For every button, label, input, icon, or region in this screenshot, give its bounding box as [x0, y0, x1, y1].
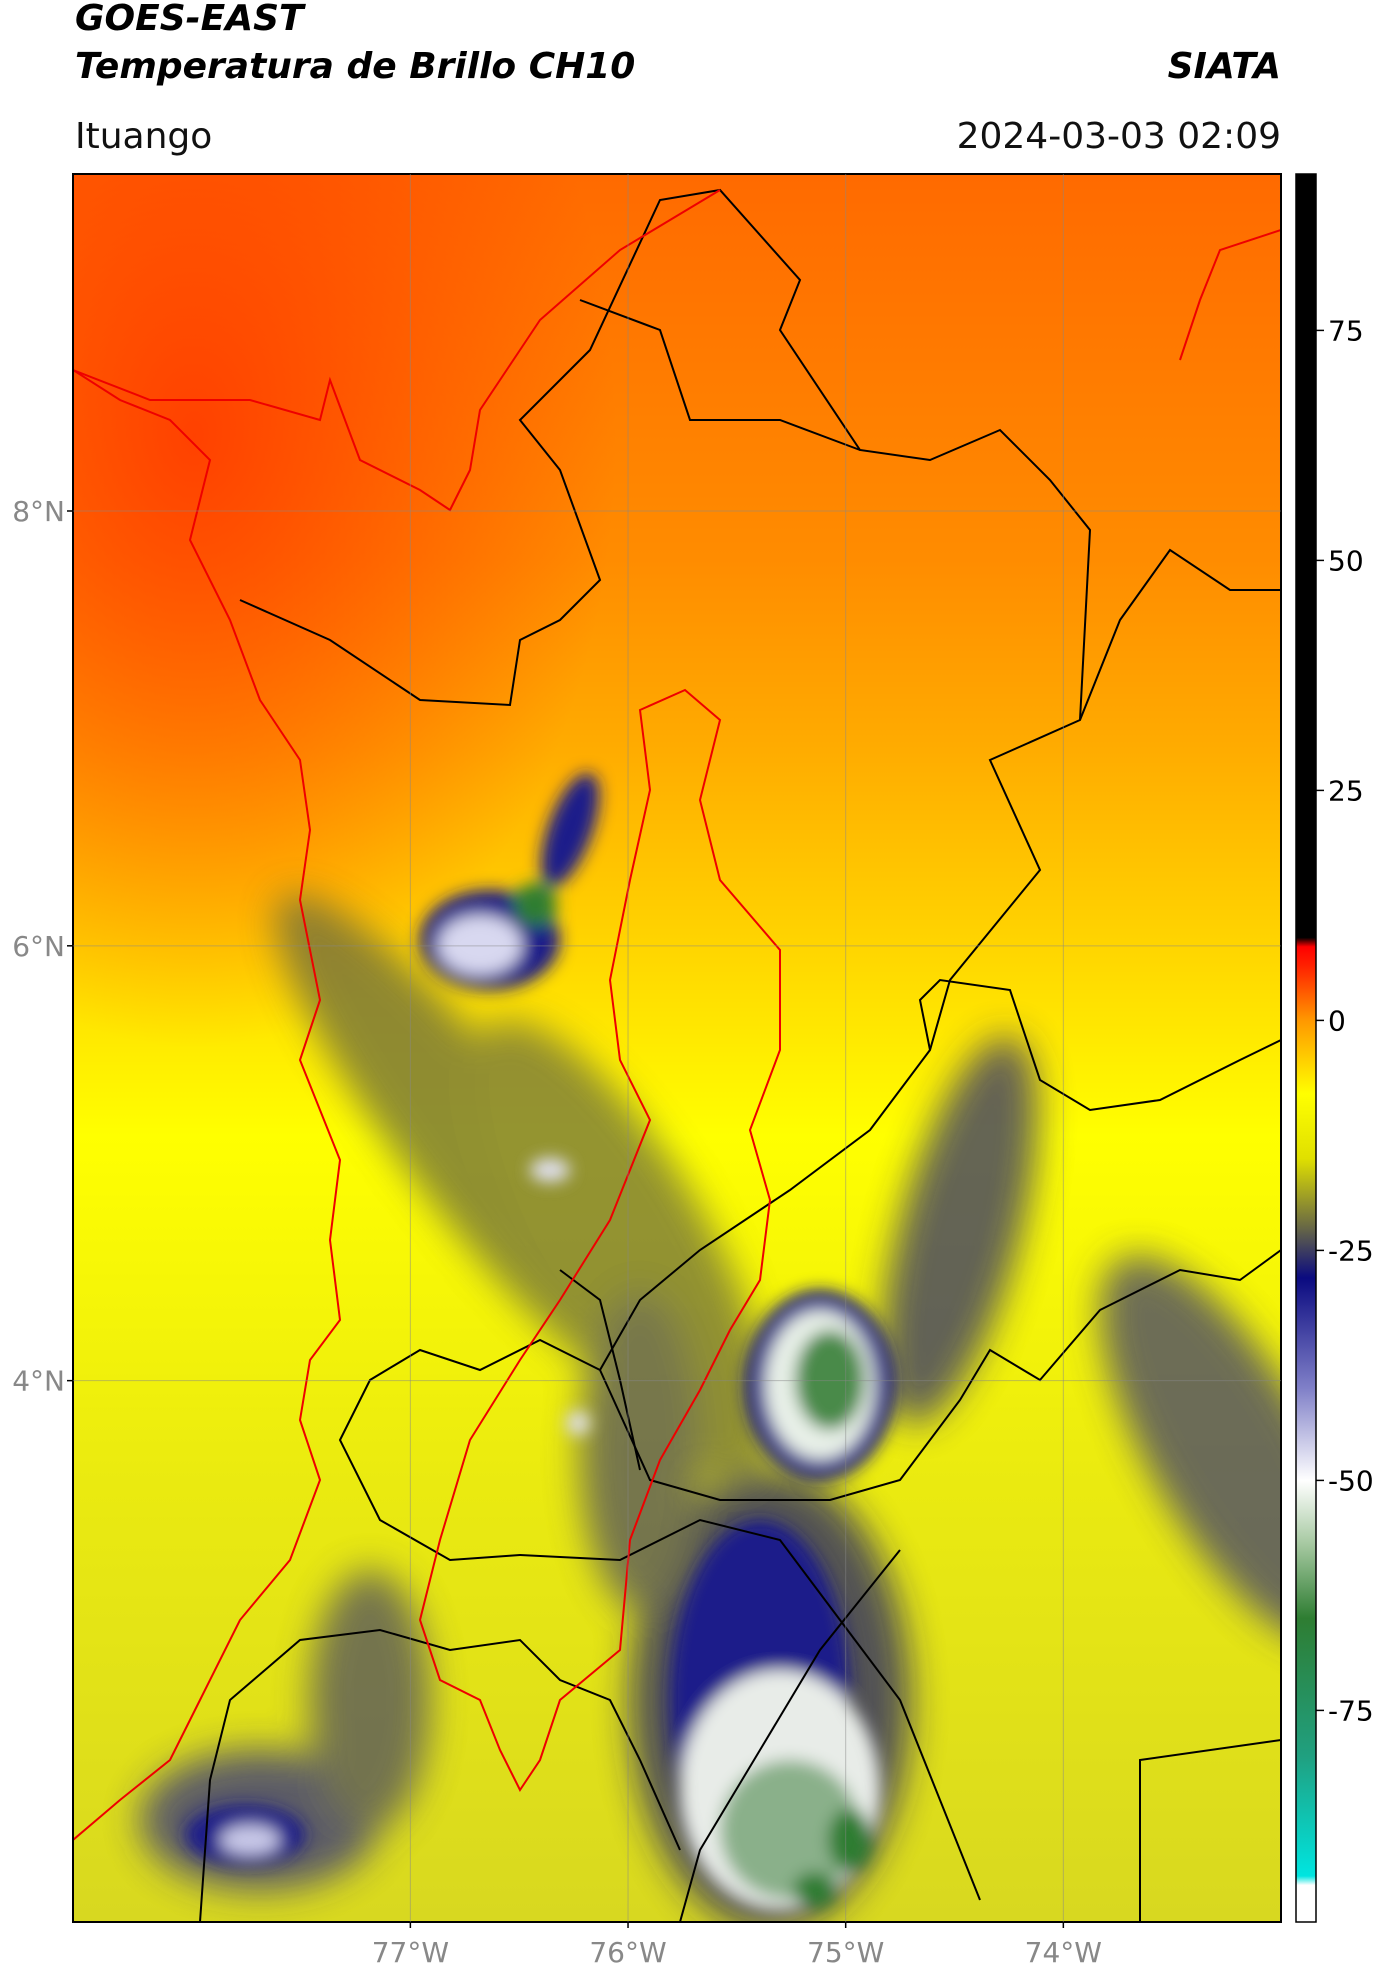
colorbar-tick-label: -25	[1328, 1234, 1374, 1267]
datetime: 2024-03-03 02:09	[957, 116, 1281, 157]
map-frame	[72, 173, 1282, 1923]
lat-tick-label: 4°N	[12, 1365, 65, 1398]
title-line1: GOES-EAST	[75, 0, 306, 39]
colorbar-tick-label: -75	[1328, 1694, 1374, 1727]
title-line2: Temperatura de Brillo CH10	[75, 46, 635, 87]
lon-tick-label: 75°W	[807, 1936, 884, 1969]
colorbar-tick-label: 0	[1328, 1004, 1346, 1037]
organization: SIATA	[1168, 46, 1281, 87]
colorbar	[1295, 173, 1317, 1923]
admin-borders	[199, 188, 1281, 1922]
colorbar-tick-label: -50	[1328, 1464, 1374, 1497]
location: Ituango	[75, 116, 212, 157]
colorbar-tick-label: 25	[1328, 774, 1364, 807]
coast-and-basin	[73, 189, 1281, 1841]
lon-tick-label: 76°W	[589, 1936, 666, 1969]
lat-tick-label: 6°N	[12, 930, 65, 963]
lon-tick-label: 74°W	[1025, 1936, 1102, 1969]
map-image	[73, 174, 1281, 1922]
colorbar-tick-label: 75	[1328, 314, 1364, 347]
lat-tick-label: 8°N	[12, 495, 65, 528]
lon-tick-label: 77°W	[372, 1936, 449, 1969]
colorbar-tick-label: 50	[1328, 544, 1364, 577]
